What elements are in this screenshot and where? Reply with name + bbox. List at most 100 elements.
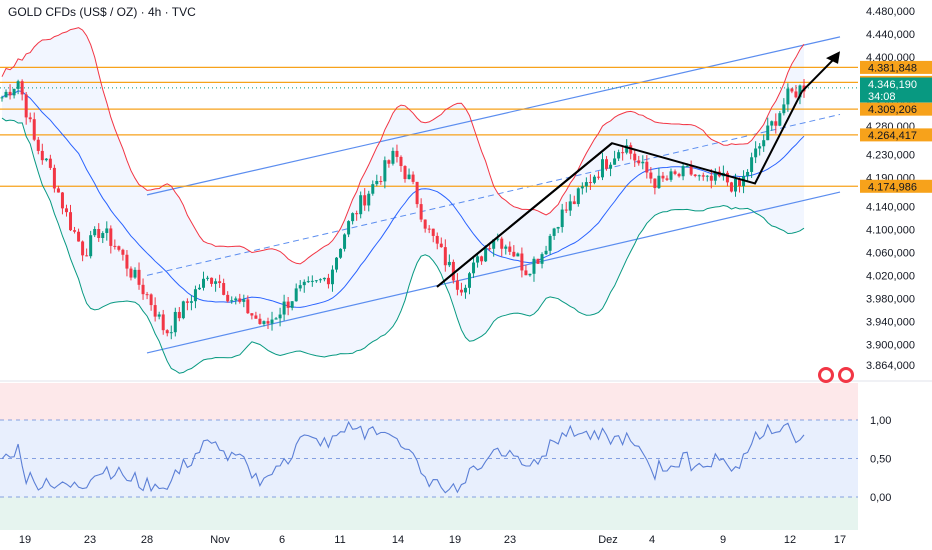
candle-body	[528, 273, 532, 276]
price-tag	[860, 128, 932, 142]
price-tag	[860, 89, 932, 103]
price-tick-label: 3.980,000	[866, 293, 915, 305]
price-tick-label: 4.230,000	[866, 150, 915, 162]
candle-body	[286, 301, 290, 308]
candle-body	[512, 251, 516, 257]
candle-body	[242, 299, 246, 302]
event-icon-inner	[841, 370, 851, 380]
candle-body	[576, 188, 580, 205]
candle-body	[141, 284, 145, 295]
candle-body	[758, 146, 762, 149]
candle-body	[101, 233, 105, 238]
candle-body	[403, 166, 407, 180]
candle-body	[85, 255, 89, 257]
candle-body	[230, 300, 234, 302]
time-tick-label: 19	[19, 534, 31, 546]
candle-body	[181, 301, 185, 319]
candle-body	[786, 88, 790, 105]
bb-upper-line	[1, 27, 805, 265]
candle-body	[246, 299, 250, 314]
candle-body	[677, 173, 681, 177]
time-tick-label: 23	[84, 534, 96, 546]
candle-body	[48, 158, 52, 168]
candle-body	[222, 283, 226, 295]
candle-body	[600, 159, 604, 178]
candle-body	[705, 175, 709, 177]
channel-lower-line	[146, 191, 841, 354]
candle-body	[568, 201, 572, 211]
price-tick-label: 4.140,000	[866, 201, 915, 213]
candle-body	[609, 164, 613, 169]
candle-body	[488, 248, 492, 250]
candle-body	[560, 209, 564, 228]
candle-body	[330, 269, 334, 285]
price-tick-label: 3.864,000	[866, 360, 915, 372]
candle-body	[536, 258, 540, 264]
candle-body	[762, 140, 766, 147]
candle-body	[52, 167, 56, 189]
candle-body	[713, 171, 717, 181]
candle-body	[318, 279, 322, 281]
candle-body	[153, 305, 157, 317]
candle-body	[500, 238, 504, 249]
candle-body	[770, 121, 774, 126]
candle-body	[64, 208, 68, 213]
candle-body	[97, 229, 101, 238]
osc-lower-zone	[0, 497, 858, 530]
candle-body	[375, 180, 379, 185]
candle-body	[411, 174, 415, 182]
candle-body	[274, 318, 278, 320]
candle-body	[105, 228, 109, 234]
candle-body	[36, 139, 40, 151]
candle-body	[290, 301, 294, 308]
candle-body	[584, 182, 588, 187]
candle-body	[508, 246, 512, 252]
event-icon-inner	[821, 370, 831, 380]
candle-body	[117, 246, 121, 250]
candle-body	[524, 270, 528, 276]
candle-body	[197, 287, 201, 290]
candle-body	[750, 157, 754, 172]
candle-body	[484, 248, 488, 262]
candle-body	[262, 321, 266, 324]
time-tick-label: 12	[784, 534, 796, 546]
candle-body	[431, 228, 435, 236]
candle-body	[653, 178, 657, 189]
candle-body	[206, 277, 210, 279]
candle-body	[580, 186, 584, 189]
candle-body	[218, 281, 222, 284]
candle-body	[254, 315, 258, 319]
candle-body	[185, 301, 189, 303]
oscillator-line	[1, 420, 805, 494]
candle-body	[326, 277, 330, 285]
candle-body	[302, 281, 306, 286]
candle-body	[298, 285, 302, 289]
time-tick-label: 4	[649, 534, 655, 546]
bb-lower-line	[1, 117, 805, 374]
candle-body	[669, 171, 673, 180]
candle-body	[226, 294, 230, 302]
candle-body	[177, 311, 181, 319]
candle-body	[697, 175, 701, 177]
candle-body	[270, 319, 274, 324]
candle-body	[476, 256, 480, 263]
candle-body	[544, 250, 548, 255]
time-tick-label: 19	[449, 534, 461, 546]
time-tick-label: Dez	[598, 534, 618, 546]
price-tag	[860, 179, 932, 193]
candle-body	[588, 182, 592, 184]
candle-body	[314, 280, 318, 282]
candle-body	[592, 176, 596, 183]
candle-body	[439, 243, 443, 248]
candle-body	[596, 176, 600, 178]
candle-body	[774, 121, 778, 126]
candle-body	[391, 150, 395, 164]
candle-body	[657, 175, 661, 189]
candle-body	[278, 314, 282, 319]
candle-body	[709, 175, 713, 181]
candle-body	[258, 318, 262, 324]
candle-body	[173, 311, 177, 333]
candle-body	[395, 150, 399, 157]
candle-body	[427, 228, 431, 230]
